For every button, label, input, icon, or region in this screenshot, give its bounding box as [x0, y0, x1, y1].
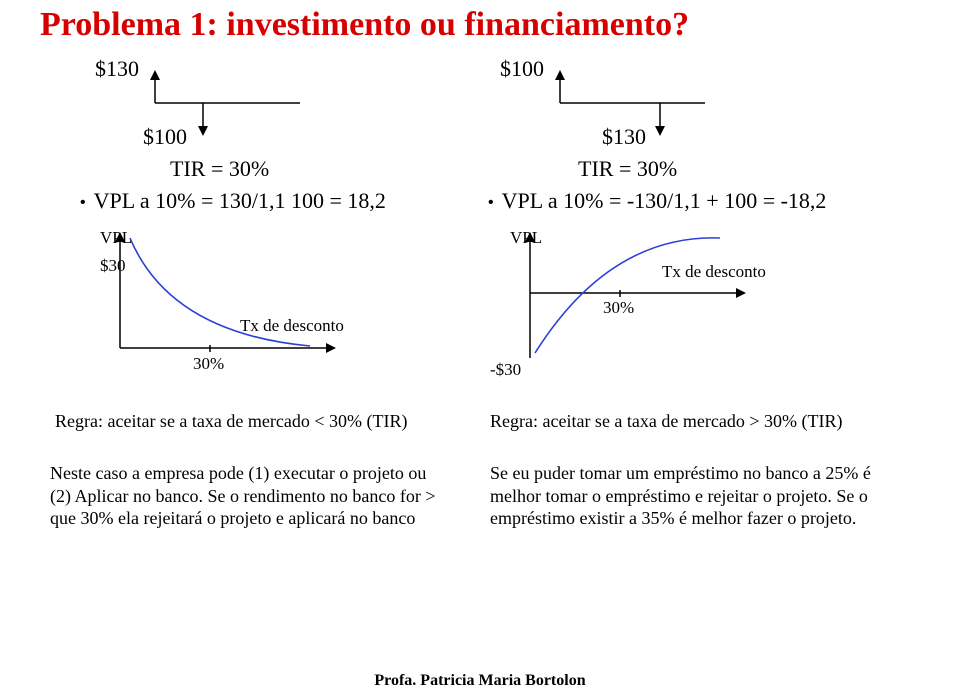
left-cashflow-panel: $130 $100 — [95, 58, 355, 148]
left-vpl: • VPL a 10% = 130/1,1 100 = 18,2 — [80, 188, 460, 214]
right-bottom-value: $130 — [602, 124, 646, 150]
left-chart-svg — [100, 228, 360, 378]
footer: Profa. Patricia Maria Bortolon — [0, 672, 960, 690]
left-body: Neste caso a empresa pode (1) executar o… — [50, 462, 440, 530]
left-bottom-value: $100 — [143, 124, 187, 150]
left-x-label: Tx de desconto — [240, 316, 344, 336]
right-tir-block: TIR = 30% • VPL a 10% = -130/1,1 + 100 = … — [488, 156, 908, 214]
right-rule: Regra: aceitar se a taxa de mercado > 30… — [490, 410, 920, 433]
left-tick-label: 30% — [193, 354, 224, 374]
right-chart: VPL Tx de desconto 30% -$30 — [510, 228, 770, 393]
left-vpl-text: VPL a 10% = 130/1,1 100 = 18,2 — [94, 188, 386, 213]
right-chart-svg — [510, 228, 770, 393]
left-chart: VPL $30 Tx de desconto 30% — [100, 228, 360, 378]
right-tick-label: 30% — [603, 298, 634, 318]
right-body: Se eu puder tomar um empréstimo no banco… — [490, 462, 920, 530]
right-vpl-text: VPL a 10% = -130/1,1 + 100 = -18,2 — [502, 188, 827, 213]
right-below-label: -$30 — [490, 360, 521, 380]
left-tir-block: TIR = 30% • VPL a 10% = 130/1,1 100 = 18,… — [80, 156, 460, 214]
bullet-icon: • — [488, 194, 494, 211]
bullet-icon: • — [80, 194, 86, 211]
right-top-value: $100 — [500, 56, 544, 82]
left-tir: TIR = 30% — [170, 156, 460, 182]
left-top-value: $130 — [95, 56, 139, 82]
right-y-label: VPL — [510, 228, 542, 248]
left-rule: Regra: aceitar se a taxa de mercado < 30… — [55, 410, 455, 433]
right-cashflow-panel: $100 $130 — [500, 58, 760, 148]
right-tir: TIR = 30% — [578, 156, 908, 182]
left-y-value: $30 — [100, 256, 126, 276]
right-x-label: Tx de desconto — [662, 262, 766, 282]
page-title: Problema 1: investimento ou financiament… — [40, 6, 689, 44]
left-y-label: VPL — [100, 228, 132, 248]
right-vpl: • VPL a 10% = -130/1,1 + 100 = -18,2 — [488, 188, 908, 214]
